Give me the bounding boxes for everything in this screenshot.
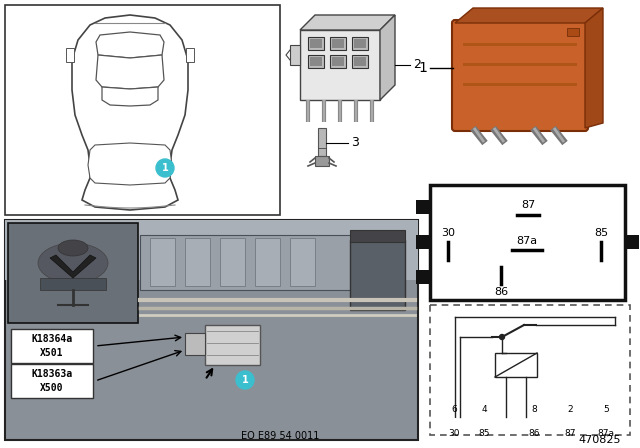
Bar: [186, 48, 194, 62]
Text: 87: 87: [564, 428, 576, 438]
Bar: [185, 333, 205, 355]
Circle shape: [602, 418, 611, 427]
Polygon shape: [88, 143, 172, 185]
Bar: [463, 63, 577, 66]
Bar: [430, 185, 625, 300]
Bar: [310, 57, 322, 66]
Bar: [463, 83, 577, 86]
Bar: [416, 270, 430, 284]
Bar: [350, 230, 405, 242]
Bar: [140, 235, 360, 290]
Text: 2: 2: [413, 59, 421, 72]
Bar: [352, 37, 368, 50]
Circle shape: [499, 335, 504, 340]
Bar: [352, 55, 368, 68]
Text: 470825: 470825: [579, 435, 621, 445]
Text: 3: 3: [351, 137, 359, 150]
Text: K18363a: K18363a: [31, 369, 72, 379]
Text: 1: 1: [242, 375, 248, 385]
Bar: [205, 325, 260, 365]
FancyBboxPatch shape: [11, 364, 93, 398]
Bar: [567, 28, 579, 36]
Circle shape: [529, 418, 538, 427]
Polygon shape: [72, 15, 188, 210]
Text: 86: 86: [528, 428, 540, 438]
Bar: [255, 238, 280, 286]
Text: 2: 2: [567, 405, 573, 414]
Text: 85: 85: [594, 228, 608, 238]
Text: 30: 30: [441, 228, 455, 238]
Circle shape: [479, 418, 488, 427]
Text: 4: 4: [481, 405, 487, 414]
Text: 1: 1: [162, 163, 168, 173]
Bar: [66, 48, 74, 62]
Bar: [416, 200, 430, 214]
Bar: [330, 37, 346, 50]
Text: X500: X500: [40, 383, 64, 393]
Bar: [308, 55, 324, 68]
Text: X501: X501: [40, 348, 64, 358]
Text: 1: 1: [418, 61, 427, 75]
Polygon shape: [455, 8, 603, 23]
Text: 87: 87: [521, 200, 535, 210]
Bar: [350, 240, 405, 310]
Bar: [5, 5, 280, 215]
Circle shape: [236, 371, 254, 389]
Bar: [495, 353, 537, 377]
Ellipse shape: [58, 240, 88, 256]
Circle shape: [156, 159, 174, 177]
Bar: [290, 45, 300, 65]
Bar: [290, 238, 315, 286]
Bar: [8, 223, 138, 323]
Text: 86: 86: [494, 287, 508, 297]
Text: EO E89 54 0011: EO E89 54 0011: [241, 431, 319, 441]
Bar: [332, 57, 344, 66]
Circle shape: [566, 418, 575, 427]
Text: K18364a: K18364a: [31, 334, 72, 344]
Bar: [354, 39, 366, 48]
FancyBboxPatch shape: [11, 329, 93, 363]
Polygon shape: [380, 15, 395, 100]
Bar: [308, 37, 324, 50]
Bar: [5, 220, 418, 280]
Bar: [416, 235, 430, 249]
Text: 6: 6: [451, 405, 457, 414]
Bar: [330, 55, 346, 68]
FancyBboxPatch shape: [452, 20, 588, 131]
Polygon shape: [585, 8, 603, 128]
Bar: [40, 278, 106, 290]
Text: 8: 8: [531, 405, 537, 414]
Bar: [150, 238, 175, 286]
Polygon shape: [50, 255, 96, 278]
Polygon shape: [300, 15, 395, 30]
Bar: [185, 238, 210, 286]
Polygon shape: [96, 32, 164, 58]
Bar: [354, 57, 366, 66]
Bar: [5, 220, 418, 440]
Bar: [220, 238, 245, 286]
Bar: [310, 39, 322, 48]
Polygon shape: [102, 87, 158, 106]
Bar: [463, 43, 577, 46]
Text: 85: 85: [478, 428, 490, 438]
Text: 5: 5: [603, 405, 609, 414]
Text: 30: 30: [448, 428, 460, 438]
Bar: [625, 235, 639, 249]
Text: 87a: 87a: [598, 428, 614, 438]
Bar: [430, 305, 630, 435]
Bar: [332, 39, 344, 48]
Bar: [300, 30, 380, 100]
Ellipse shape: [38, 243, 108, 283]
Polygon shape: [96, 55, 164, 89]
Bar: [318, 128, 326, 156]
Bar: [315, 156, 329, 166]
Text: 87a: 87a: [516, 236, 538, 246]
Circle shape: [449, 418, 458, 427]
